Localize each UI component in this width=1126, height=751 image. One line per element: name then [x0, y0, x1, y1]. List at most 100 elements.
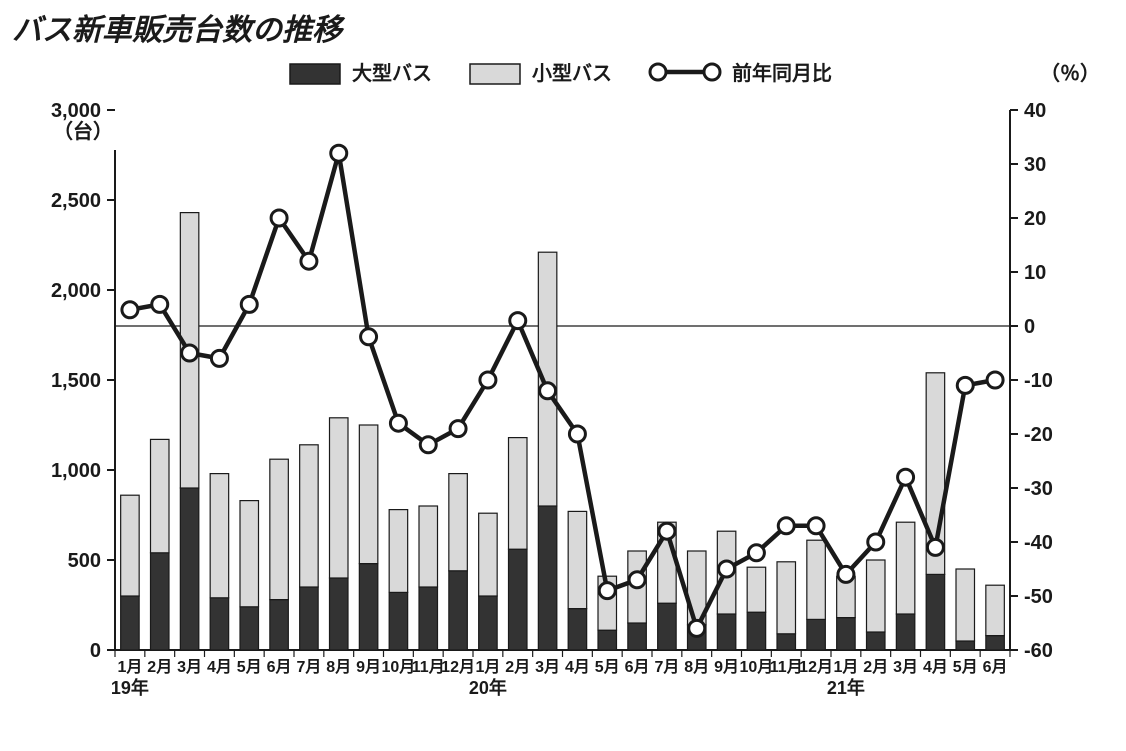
x-month-label: 9月 — [356, 658, 381, 676]
x-month-label: 2月 — [505, 658, 530, 676]
right-tick-label: -30 — [1024, 478, 1053, 500]
bar-large — [210, 598, 228, 650]
yoy-marker — [540, 383, 556, 399]
x-year-label: 21年 — [827, 677, 865, 698]
bar-large — [151, 553, 169, 650]
bar-large — [538, 506, 556, 650]
x-month-label: 4月 — [565, 658, 590, 676]
left-tick-label: 2,000 — [51, 280, 101, 302]
yoy-marker — [390, 415, 406, 431]
yoy-marker — [241, 296, 257, 312]
bar-large — [926, 574, 944, 650]
bar-large — [777, 634, 795, 650]
yoy-marker — [152, 296, 168, 312]
yoy-marker — [689, 620, 705, 636]
bar-large — [300, 587, 318, 650]
bar-large — [121, 596, 139, 650]
yoy-marker — [748, 545, 764, 561]
chart-title: バス新車販売台数の推移 — [12, 14, 346, 47]
bar-small — [121, 495, 139, 596]
x-month-label: 3月 — [535, 658, 560, 676]
x-month-label: 11月 — [770, 658, 803, 676]
right-tick-label: 40 — [1024, 100, 1046, 122]
bar-small — [270, 459, 288, 599]
right-tick-label: 30 — [1024, 154, 1046, 176]
legend-label-line: 前年同月比 — [732, 61, 832, 85]
x-month-label: 7月 — [296, 658, 321, 676]
legend-swatch-small — [470, 64, 520, 84]
yoy-marker — [182, 345, 198, 361]
bar-large — [449, 571, 467, 650]
bar-small — [389, 510, 407, 593]
bar-large — [807, 619, 825, 650]
x-month-label: 5月 — [953, 658, 978, 676]
right-tick-label: -60 — [1024, 640, 1053, 662]
left-tick-label: 2,500 — [51, 190, 101, 212]
bar-large — [598, 630, 616, 650]
left-tick-label: 1,000 — [51, 460, 101, 482]
x-month-label: 7月 — [654, 658, 679, 676]
x-month-label: 6月 — [267, 658, 292, 676]
yoy-marker — [331, 145, 347, 161]
right-tick-label: 20 — [1024, 208, 1046, 230]
bar-large — [568, 609, 586, 650]
bar-small — [449, 474, 467, 571]
bar-large — [479, 596, 497, 650]
x-month-label: 5月 — [237, 658, 262, 676]
bar-large — [330, 578, 348, 650]
right-tick-label: -40 — [1024, 532, 1053, 554]
bar-small — [359, 425, 377, 564]
bar-small — [867, 560, 885, 632]
yoy-marker — [808, 518, 824, 534]
right-tick-label: -20 — [1024, 424, 1053, 446]
bar-small — [419, 506, 437, 587]
bar-small — [509, 438, 527, 550]
bar-large — [896, 614, 914, 650]
x-month-label: 11月 — [412, 658, 445, 676]
x-month-label: 6月 — [625, 658, 650, 676]
bar-small — [330, 418, 348, 578]
bar-small — [896, 522, 914, 614]
yoy-marker — [569, 426, 585, 442]
x-month-label: 6月 — [983, 658, 1008, 676]
x-month-label: 10月 — [382, 658, 416, 676]
bar-large — [867, 632, 885, 650]
yoy-marker — [480, 372, 496, 388]
bar-small — [151, 439, 169, 552]
bar-small — [210, 474, 228, 598]
yoy-marker — [510, 313, 526, 329]
bar-small — [956, 569, 974, 641]
x-month-label: 3月 — [893, 658, 918, 676]
bar-large — [628, 623, 646, 650]
right-axis-unit: （％） — [1040, 62, 1100, 85]
bar-large — [419, 587, 437, 650]
yoy-marker — [629, 572, 645, 588]
bar-large — [837, 618, 855, 650]
yoy-marker — [987, 372, 1003, 388]
bar-large — [986, 636, 1004, 650]
left-tick-label: 0 — [90, 640, 101, 662]
bar-large — [747, 612, 765, 650]
left-axis-unit: （台） — [53, 119, 113, 143]
yoy-marker — [599, 583, 615, 599]
bar-large — [270, 600, 288, 650]
bar-small — [300, 445, 318, 587]
yoy-marker — [122, 302, 138, 318]
yoy-marker — [957, 377, 973, 393]
bar-large — [240, 607, 258, 650]
yoy-marker — [420, 437, 436, 453]
x-month-label: 9月 — [714, 658, 739, 676]
legend-swatch-large — [290, 64, 340, 84]
x-month-label: 2月 — [863, 658, 888, 676]
legend-label-small: 小型バス — [532, 62, 612, 85]
left-tick-label: 1,500 — [51, 370, 101, 392]
x-year-label: 19年 — [111, 677, 149, 698]
x-month-label: 3月 — [177, 658, 202, 676]
bar-small — [568, 511, 586, 608]
x-month-label: 1月 — [117, 658, 142, 676]
x-month-label: 12月 — [441, 658, 475, 676]
bar-large — [180, 488, 198, 650]
bar-small — [479, 513, 497, 596]
yoy-marker — [361, 329, 377, 345]
bar-small — [747, 567, 765, 612]
